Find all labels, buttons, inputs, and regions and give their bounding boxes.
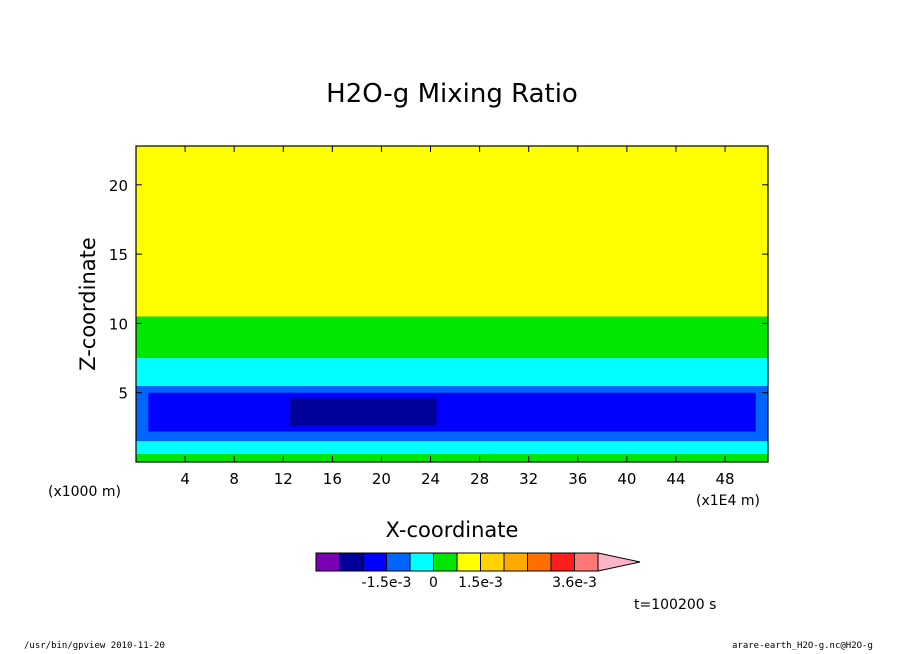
y-axis-label: Z-coordinate — [76, 237, 100, 371]
field-layer-0 — [136, 453, 768, 462]
x-tick-label: 24 — [421, 470, 440, 488]
x-tick-label: 28 — [470, 470, 489, 488]
y-tick-label: 15 — [109, 246, 128, 264]
field-core-layer — [148, 392, 756, 432]
x-tick-label: 44 — [666, 470, 685, 488]
colorbar-swatch — [315, 552, 340, 572]
time-label: t=100200 s — [634, 597, 716, 613]
colorbar-swatch — [480, 552, 505, 572]
colorbar-swatch — [339, 552, 364, 572]
field-deep-core — [289, 398, 437, 426]
x-tick-label: 4 — [180, 470, 190, 488]
colorbar-swatch — [386, 552, 411, 572]
x-tick-label: 32 — [519, 470, 538, 488]
colorbar-label: 3.6e-3 — [552, 575, 597, 591]
colorbar-swatch — [574, 552, 599, 572]
footer-left: /usr/bin/gpview 2010-11-20 — [24, 641, 165, 651]
x-tick-label: 48 — [716, 470, 735, 488]
field-layer-4 — [136, 316, 768, 359]
field-layer-5 — [136, 146, 768, 317]
colorbar: -1.5e-3 0 1.5e-3 3.6e-3 — [315, 552, 641, 591]
colorbar-arrow — [597, 552, 641, 572]
x-axis: 4 8 12 16 20 24 28 32 36 40 44 48 — [180, 146, 735, 488]
x-tick-label: 40 — [617, 470, 636, 488]
field-layer-3 — [136, 358, 768, 386]
x-tick-label: 8 — [229, 470, 239, 488]
plot-frame — [135, 145, 769, 463]
plot-area — [136, 146, 768, 462]
x-tick-label: 12 — [274, 470, 293, 488]
field-layer-1 — [136, 441, 768, 454]
x-tick-label: 36 — [568, 470, 587, 488]
colorbar-label: -1.5e-3 — [362, 575, 412, 591]
x-tick-label: 16 — [323, 470, 342, 488]
x-unit-label-2: (x1E4 m) — [696, 493, 760, 509]
colorbar-swatch — [527, 552, 552, 572]
chart-title: H2O-g Mixing Ratio — [326, 79, 578, 109]
y-axis: 5 10 15 20 — [109, 177, 768, 403]
y-tick-label: 5 — [118, 385, 128, 403]
colorbar-swatch — [503, 552, 528, 572]
colorbar-swatch — [362, 552, 387, 572]
colorbar-swatch — [433, 552, 458, 572]
colorbar-swatch — [456, 552, 481, 572]
y-tick-label: 20 — [109, 177, 128, 195]
x-axis-label: X-coordinate — [386, 518, 519, 542]
x-tick-label: 20 — [372, 470, 391, 488]
y-tick-label: 10 — [109, 315, 128, 333]
colorbar-swatch — [550, 552, 575, 572]
footer-right: arare-earth_H2O-g.nc@H2O-g — [732, 641, 873, 651]
colorbar-label: 0 — [429, 575, 438, 591]
colorbar-swatch — [409, 552, 434, 572]
colorbar-label: 1.5e-3 — [458, 575, 503, 591]
x-unit-label: (x1000 m) — [48, 484, 121, 500]
